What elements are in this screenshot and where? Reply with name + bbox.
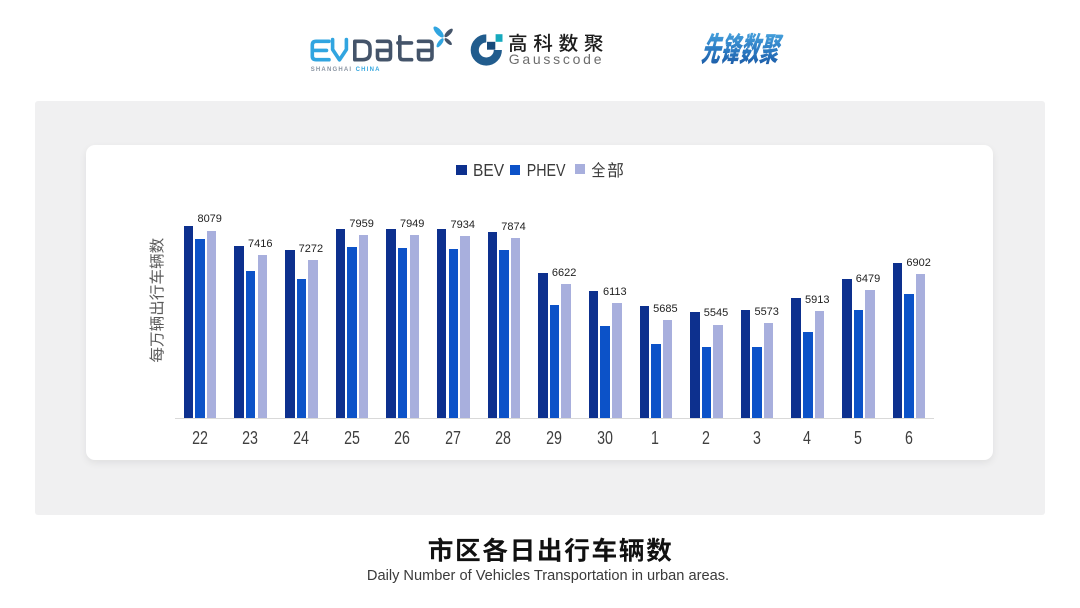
svg-text:BEV: BEV <box>473 160 504 180</box>
svg-text:PHEV: PHEV <box>527 160 566 180</box>
